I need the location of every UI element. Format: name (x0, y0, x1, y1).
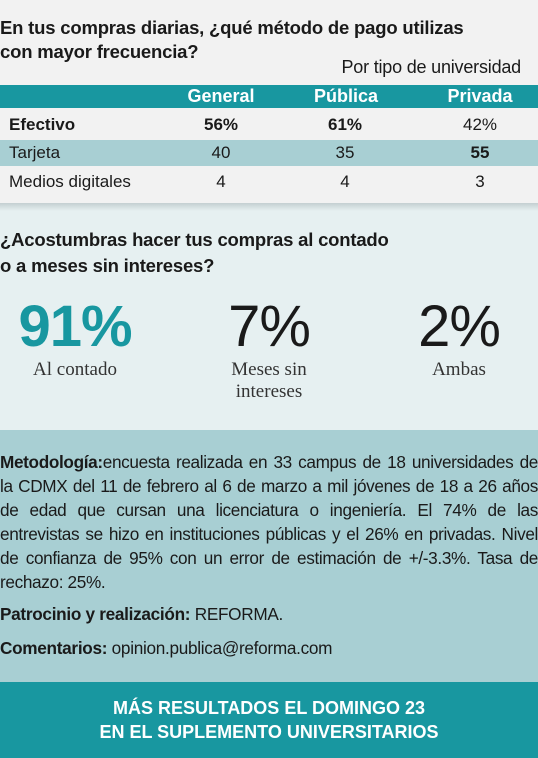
methodology-label: Metodología: (0, 452, 103, 472)
cell-value: 4 (216, 172, 226, 191)
cell-value: 40 (211, 143, 231, 162)
footer-line1: MÁS RESULTADOS EL DOMINGO 23 (112, 698, 426, 718)
table-subtitle: Por tipo de universidad (341, 57, 521, 77)
stat-label: Al contado (33, 359, 117, 380)
cell-value: 3 (475, 172, 485, 191)
stat-ambas: 2% Ambas (374, 295, 538, 381)
header-general: General (187, 86, 255, 106)
cell-value: 35 (335, 143, 355, 162)
question-payment-method: En tus compras diarias, ¿qué método de p… (0, 17, 464, 62)
header-publica: Pública (313, 86, 379, 106)
payment-method-section: En tus compras diarias, ¿qué método de p… (0, 0, 538, 203)
methodology-section: Metodología:encuesta realizada en 33 cam… (0, 430, 538, 682)
cell-value: 61% (327, 115, 363, 134)
row-label-medios-digitales: Medios digitales (9, 172, 131, 191)
stat-label: Meses sin (231, 359, 307, 380)
stat-label: Ambas (432, 359, 486, 380)
cell-value: 42% (462, 115, 498, 134)
row-label-efectivo: Efectivo (9, 115, 76, 134)
sponsor-line: Patrocinio y realización: REFORMA. (0, 604, 283, 625)
methodology-paragraph: Metodología:encuesta realizada en 33 cam… (0, 450, 538, 594)
stat-al-contado: 91% Al contado (0, 295, 160, 381)
comments-email: opinion.publica@reforma.com (111, 638, 333, 658)
header-privada: Privada (447, 86, 513, 106)
cell-value: 4 (340, 172, 350, 191)
row-label-tarjeta: Tarjeta (9, 143, 61, 162)
cell-value: 56% (203, 115, 239, 134)
stat-value: 7% (228, 294, 311, 359)
comments-line: Comentarios: opinion.publica@reforma.com (0, 638, 332, 659)
stat-meses-sin-intereses: 7% Meses sin intereses (184, 295, 354, 403)
cell-value: 55 (470, 143, 490, 162)
stat-value: 2% (418, 294, 501, 359)
stat-value: 91% (18, 294, 132, 359)
stat-label-line2: intereses (235, 381, 303, 402)
methodology-text: encuesta realizada en 33 campus de 18 un… (0, 452, 538, 592)
table-row: Medios digitales 4 4 3 (0, 167, 538, 196)
footer-banner: MÁS RESULTADOS EL DOMINGO 23 EN EL SUPLE… (0, 682, 538, 758)
footer-line2: EN EL SUPLEMENTO UNIVERSITARIOS (99, 722, 439, 742)
question-installments: ¿Acostumbras hacer tus compras al contad… (0, 229, 389, 276)
section-divider (0, 203, 538, 211)
sponsor-name: REFORMA. (194, 604, 284, 624)
table-header: General Pública Privada (0, 85, 538, 108)
table-row: Efectivo 56% 61% 42% (0, 110, 538, 139)
comments-label: Comentarios: (0, 638, 108, 658)
sponsor-label: Patrocinio y realización: (0, 604, 191, 624)
table-row: Tarjeta 40 35 55 (0, 140, 538, 166)
